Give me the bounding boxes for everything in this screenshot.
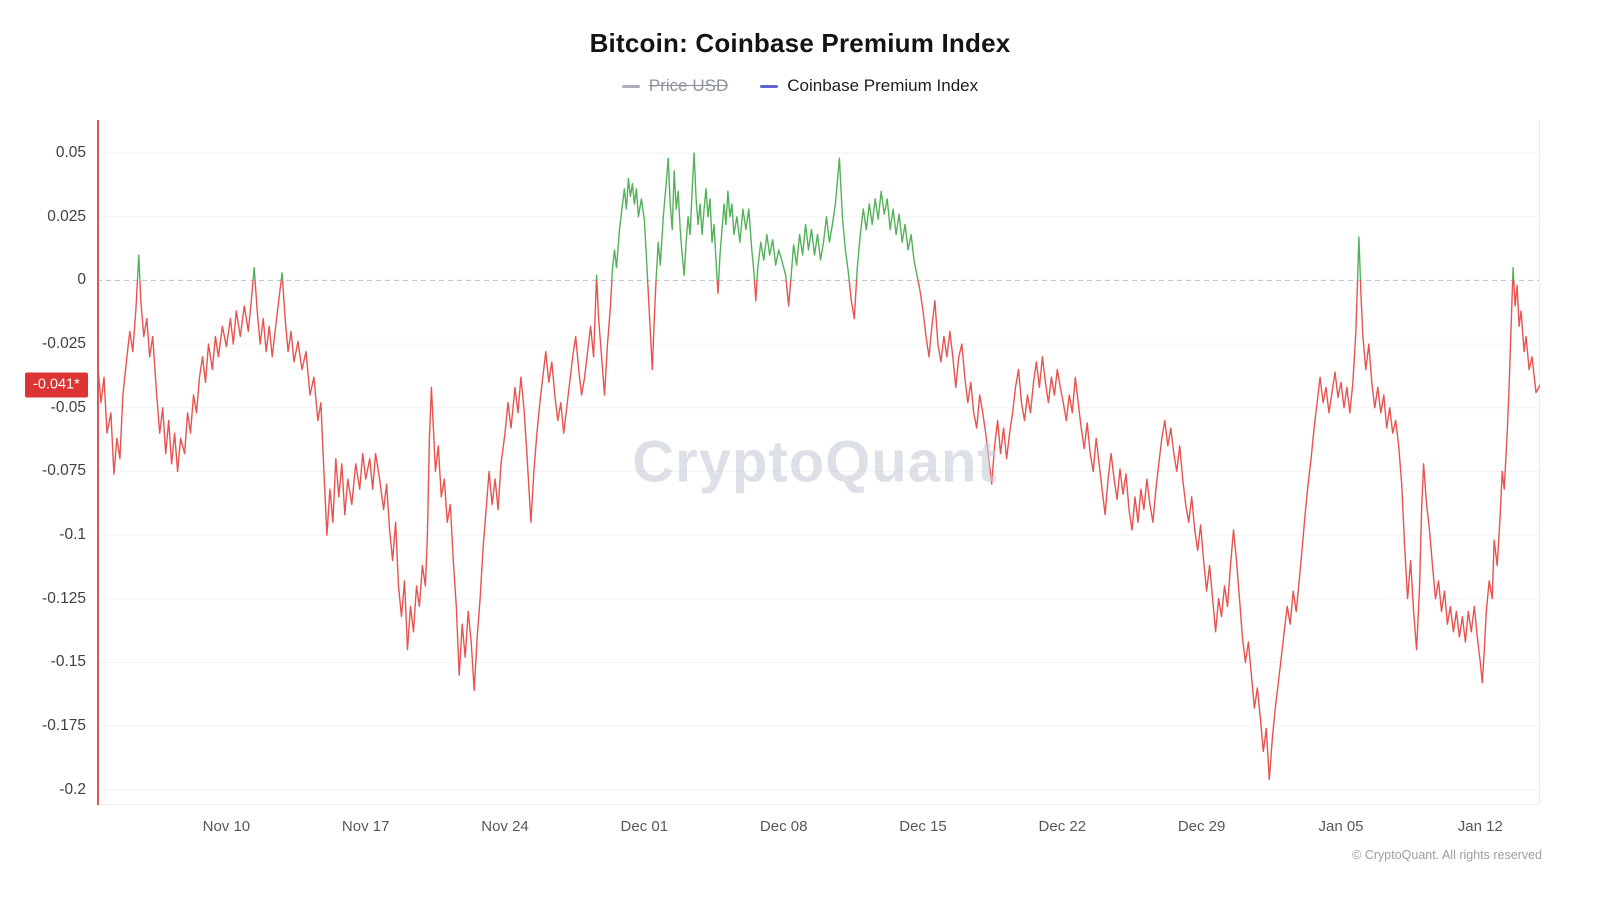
y-axis-tick-label: -0.175 bbox=[42, 717, 86, 735]
x-axis-tick-label: Dec 01 bbox=[620, 818, 669, 835]
legend-label-price-usd: Price USD bbox=[648, 76, 729, 95]
x-axis-tick-label: Dec 22 bbox=[1038, 818, 1087, 835]
y-axis-tick-label: -0.2 bbox=[59, 780, 86, 798]
y-axis-tick-label: 0 bbox=[77, 271, 86, 289]
x-axis-tick-label: Nov 24 bbox=[481, 818, 529, 835]
legend-label-coinbase-premium-index: Coinbase Premium Index bbox=[787, 76, 979, 95]
y-axis-tick-label: -0.05 bbox=[50, 398, 86, 416]
y-axis-tick-label: -0.15 bbox=[50, 653, 86, 671]
y-axis-tick-label: -0.125 bbox=[42, 589, 86, 607]
x-axis-tick-label: Dec 29 bbox=[1177, 818, 1226, 835]
x-axis-tick-label: Jan 12 bbox=[1457, 818, 1503, 835]
y-axis-tick-label: 0.05 bbox=[55, 144, 86, 162]
x-axis-tick-label: Jan 05 bbox=[1318, 818, 1364, 835]
x-axis-tick-label: Dec 15 bbox=[899, 818, 947, 835]
y-axis-tick-label: -0.025 bbox=[42, 335, 86, 353]
legend-item-coinbase-premium-index[interactable]: Coinbase Premium Index bbox=[760, 76, 978, 96]
legend-marker-price-usd-icon bbox=[621, 84, 640, 88]
legend-marker-coinbase-premium-index-icon bbox=[760, 84, 779, 88]
x-axis-tick-label: Nov 17 bbox=[341, 818, 390, 835]
chart-title: Bitcoin: Coinbase Premium Index bbox=[589, 28, 1011, 58]
legend: Price USD Coinbase Premium Index bbox=[0, 76, 1600, 96]
plot-area[interactable] bbox=[97, 120, 1540, 805]
y-axis-tick-label: 0.025 bbox=[47, 207, 86, 225]
y-axis-tick-label: -0.075 bbox=[42, 462, 86, 480]
legend-item-price-usd[interactable]: Price USD bbox=[621, 76, 729, 96]
x-axis-tick-label: Nov 10 bbox=[202, 818, 251, 835]
y-axis-tick-label: -0.1 bbox=[59, 526, 86, 544]
x-axis-tick-label: Dec 08 bbox=[759, 818, 808, 835]
copyright-text: © CryptoQuant. All rights reserved bbox=[1352, 848, 1542, 862]
current-value-badge: -0.041* bbox=[25, 372, 88, 398]
